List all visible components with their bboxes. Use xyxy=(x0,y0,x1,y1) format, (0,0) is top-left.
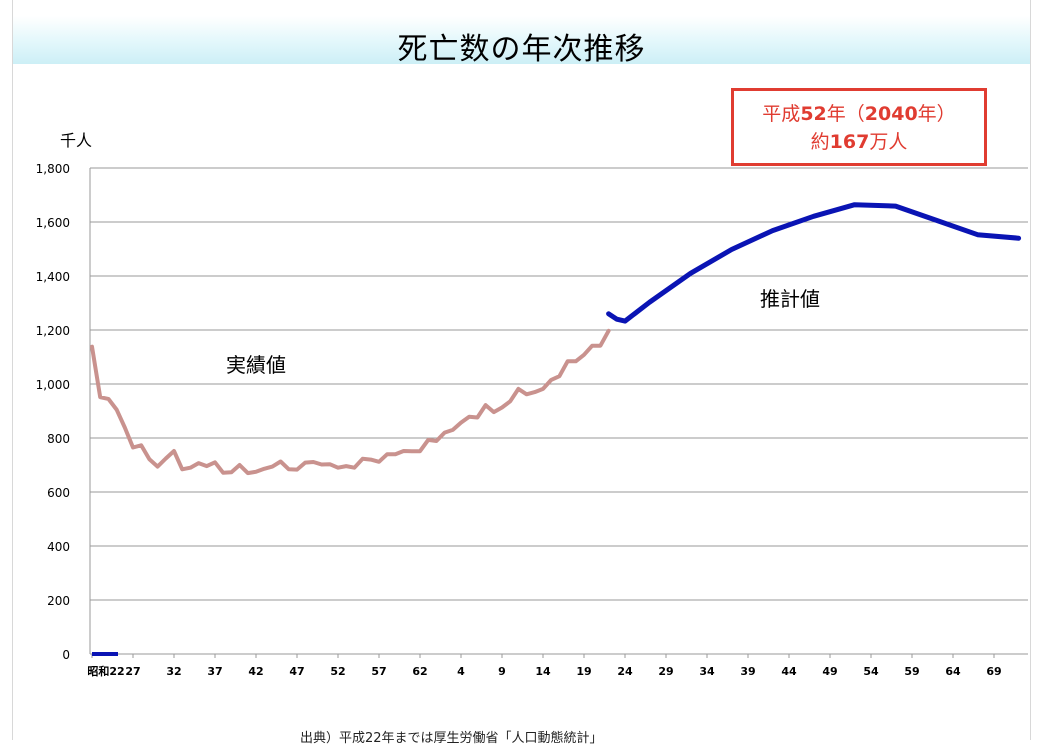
y-tick-label-800: 800 xyxy=(47,432,70,446)
x-tick-label-5: 47 xyxy=(289,665,304,678)
x-tick-label-1: 27 xyxy=(125,665,140,678)
frame-left-border xyxy=(12,0,13,740)
x-tick-label-19: 54 xyxy=(863,665,879,678)
x-tick-label-4: 42 xyxy=(248,665,263,678)
x-tick-label-22: 69 xyxy=(986,665,1001,678)
y-tick-label-1800: 1,800 xyxy=(36,162,70,176)
x-tick-label-9: 4 xyxy=(457,665,465,678)
y-tick-label-1600: 1,600 xyxy=(36,216,70,230)
x-tick-label-3: 37 xyxy=(207,665,222,678)
y-tick-label-200: 200 xyxy=(47,594,70,608)
frame-right-border xyxy=(1030,0,1031,740)
callout-unit: 万人 xyxy=(869,131,908,153)
x-tick-label-2: 32 xyxy=(166,665,181,678)
y-tick-label-1200: 1,200 xyxy=(36,324,70,338)
annotation-actual: 実績値 xyxy=(226,353,286,377)
x-tick-label-18: 49 xyxy=(822,665,837,678)
x-tick-label-8: 62 xyxy=(412,665,427,678)
y-tick-label-400: 400 xyxy=(47,540,70,554)
y-tick-label-0: 0 xyxy=(62,648,70,662)
callout-era-year: 52 xyxy=(800,103,827,125)
source-footnote: 出典）平成22年までは厚生労働省「人口動態統計」 xyxy=(300,731,603,746)
callout-era-prefix: 平成 xyxy=(762,103,801,125)
x-tick-label-20: 59 xyxy=(904,665,919,678)
x-tick-label-17: 44 xyxy=(781,665,797,678)
x-tick-label-0: 昭和22 xyxy=(87,664,124,678)
callout-western-year: 2040 xyxy=(864,103,918,125)
y-axis-unit-label: 千人 xyxy=(60,131,92,150)
x-tick-label-14: 29 xyxy=(658,665,673,678)
series-line-1 xyxy=(606,202,1022,324)
title-band: 死亡数の年次推移 xyxy=(13,16,1030,67)
x-tick-label-10: 9 xyxy=(498,665,506,678)
y-tick-label-1000: 1,000 xyxy=(36,378,70,392)
callout-line-2: 約167万人 xyxy=(734,128,984,156)
x-tick-label-15: 34 xyxy=(699,665,715,678)
y-tick-label-600: 600 xyxy=(47,486,70,500)
x-tick-label-21: 64 xyxy=(945,665,961,678)
x-tick-label-6: 52 xyxy=(330,665,345,678)
projection-callout: 平成52年（2040年） 約167万人 xyxy=(731,88,987,166)
callout-year-mid: 年（ xyxy=(826,103,865,125)
callout-value: 167 xyxy=(829,131,870,153)
x-tick-label-16: 39 xyxy=(740,665,755,678)
y-tick-label-1400: 1,400 xyxy=(36,270,70,284)
chart-title: 死亡数の年次推移 xyxy=(397,32,646,67)
series-line-0 xyxy=(90,328,611,476)
annotation-projected: 推計値 xyxy=(760,287,820,311)
x-tick-label-12: 19 xyxy=(576,665,591,678)
callout-line-1: 平成52年（2040年） xyxy=(734,100,984,128)
x-tick-label-11: 14 xyxy=(535,665,551,678)
x-tick-label-7: 57 xyxy=(371,665,386,678)
callout-approx-prefix: 約 xyxy=(810,131,830,153)
x-tick-label-13: 24 xyxy=(617,665,633,678)
callout-year-suffix: 年） xyxy=(917,103,956,125)
